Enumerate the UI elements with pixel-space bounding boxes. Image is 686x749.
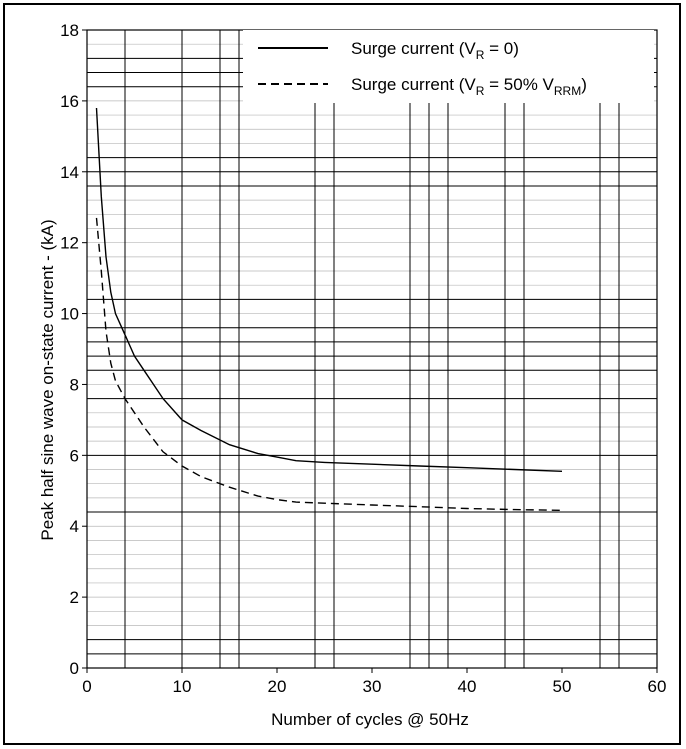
x-tick-label: 30	[363, 677, 382, 696]
x-tick-label: 40	[458, 677, 477, 696]
series-line-50pct-vrrm	[95, 217, 563, 511]
major-grid	[87, 30, 657, 668]
legend-background	[243, 30, 654, 103]
x-axis-label: Number of cycles @ 50Hz	[271, 710, 469, 729]
y-tick-label: 8	[70, 375, 79, 394]
y-tick-label: 6	[70, 446, 79, 465]
y-tick-labels: 0 2 4 6 8 10 12 14 16 18	[60, 21, 87, 678]
x-tick-label: 50	[553, 677, 572, 696]
y-axis-label: Peak half sine wave on-state current - (…	[38, 219, 57, 540]
y-tick-label: 14	[60, 163, 79, 182]
x-tick-label: 60	[648, 677, 667, 696]
chart-frame	[3, 3, 681, 745]
y-tick-label: 2	[70, 588, 79, 607]
y-tick-label: 12	[60, 234, 79, 253]
y-tick-label: 0	[70, 659, 79, 678]
y-tick-label: 10	[60, 305, 79, 324]
y-tick-label: 16	[60, 92, 79, 111]
x-tick-label: 10	[173, 677, 192, 696]
legend-entry-2: Surge current (VR = 50% VRRM)	[351, 75, 587, 98]
y-tick-label: 18	[60, 21, 79, 40]
x-tick-label: 0	[82, 677, 91, 696]
legend-entry-1: Surge current (VR = 0)	[351, 39, 519, 62]
plot-area-border	[86, 29, 658, 669]
x-tick-label: 20	[268, 677, 287, 696]
series-layer	[95, 107, 563, 511]
minor-grid	[87, 43, 657, 655]
series-line-vr-zero	[95, 107, 563, 472]
y-tick-label: 4	[70, 517, 79, 536]
legend: Surge current (VR = 0) Surge current (VR…	[243, 30, 654, 103]
x-tick-labels: 0 10 20 30 40 50 60	[82, 668, 666, 696]
